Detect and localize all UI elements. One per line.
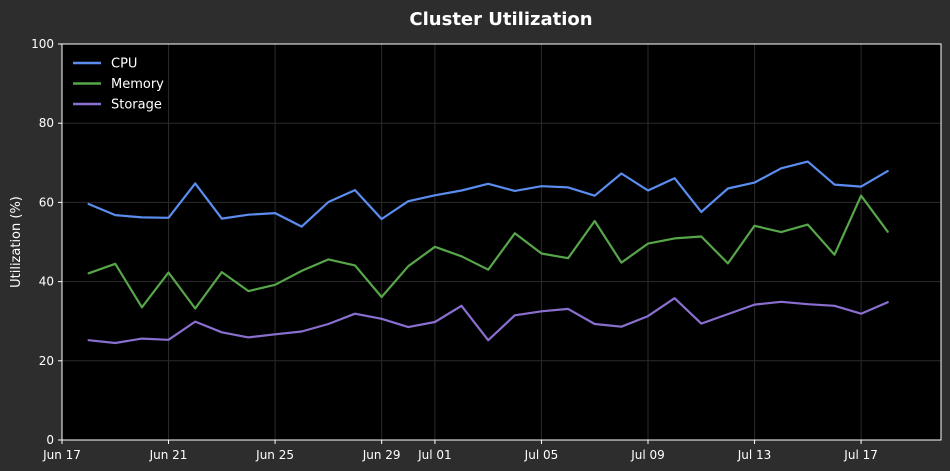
y-tick-label: 0	[46, 433, 54, 447]
x-tick-label: Jun 21	[149, 448, 188, 462]
series-lines	[87, 160, 889, 345]
series-line-memory	[87, 194, 889, 310]
y-tick-label: 60	[39, 195, 54, 209]
x-tick-label: Jun 17	[42, 448, 81, 462]
x-tick-label: Jun 25	[255, 448, 294, 462]
x-tick-label: Jul 05	[524, 448, 559, 462]
plot-frame	[61, 43, 942, 441]
series-line-storage	[87, 297, 889, 345]
y-tick-label: 20	[39, 354, 54, 368]
x-tick-label: Jun 29	[362, 448, 401, 462]
y-tick-label: 100	[31, 37, 54, 51]
x-tick-label: Jul 13	[737, 448, 772, 462]
series-line-cpu	[87, 160, 889, 228]
x-tick-label: Jul 17	[843, 448, 878, 462]
legend: CPU Memory Storage	[73, 57, 164, 113]
chart-title: Cluster Utilization	[409, 9, 592, 30]
legend-label-storage: Storage	[111, 98, 162, 113]
x-tick-label: Jul 01	[417, 448, 452, 462]
y-tick-label: 40	[39, 275, 54, 289]
legend-label-cpu: CPU	[111, 57, 137, 72]
x-tick-label: Jul 09	[630, 448, 665, 462]
plot-area	[62, 44, 941, 440]
legend-label-memory: Memory	[111, 77, 164, 92]
y-tick-label: 80	[39, 116, 54, 130]
axes: 0 20 40 60 80 100 Jun 17 Jun 21 Jun 25 Jun 29 Jul …	[31, 37, 878, 462]
y-axis-title: Utilization (%)	[9, 196, 24, 288]
